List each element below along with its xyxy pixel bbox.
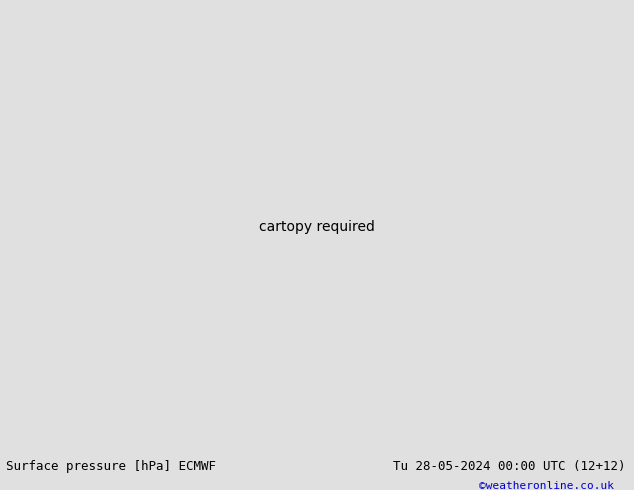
Text: Surface pressure [hPa] ECMWF: Surface pressure [hPa] ECMWF <box>6 460 216 473</box>
Text: Tu 28-05-2024 00:00 UTC (12+12): Tu 28-05-2024 00:00 UTC (12+12) <box>393 460 626 473</box>
Text: ©weatheronline.co.uk: ©weatheronline.co.uk <box>479 481 614 490</box>
Text: cartopy required: cartopy required <box>259 220 375 234</box>
